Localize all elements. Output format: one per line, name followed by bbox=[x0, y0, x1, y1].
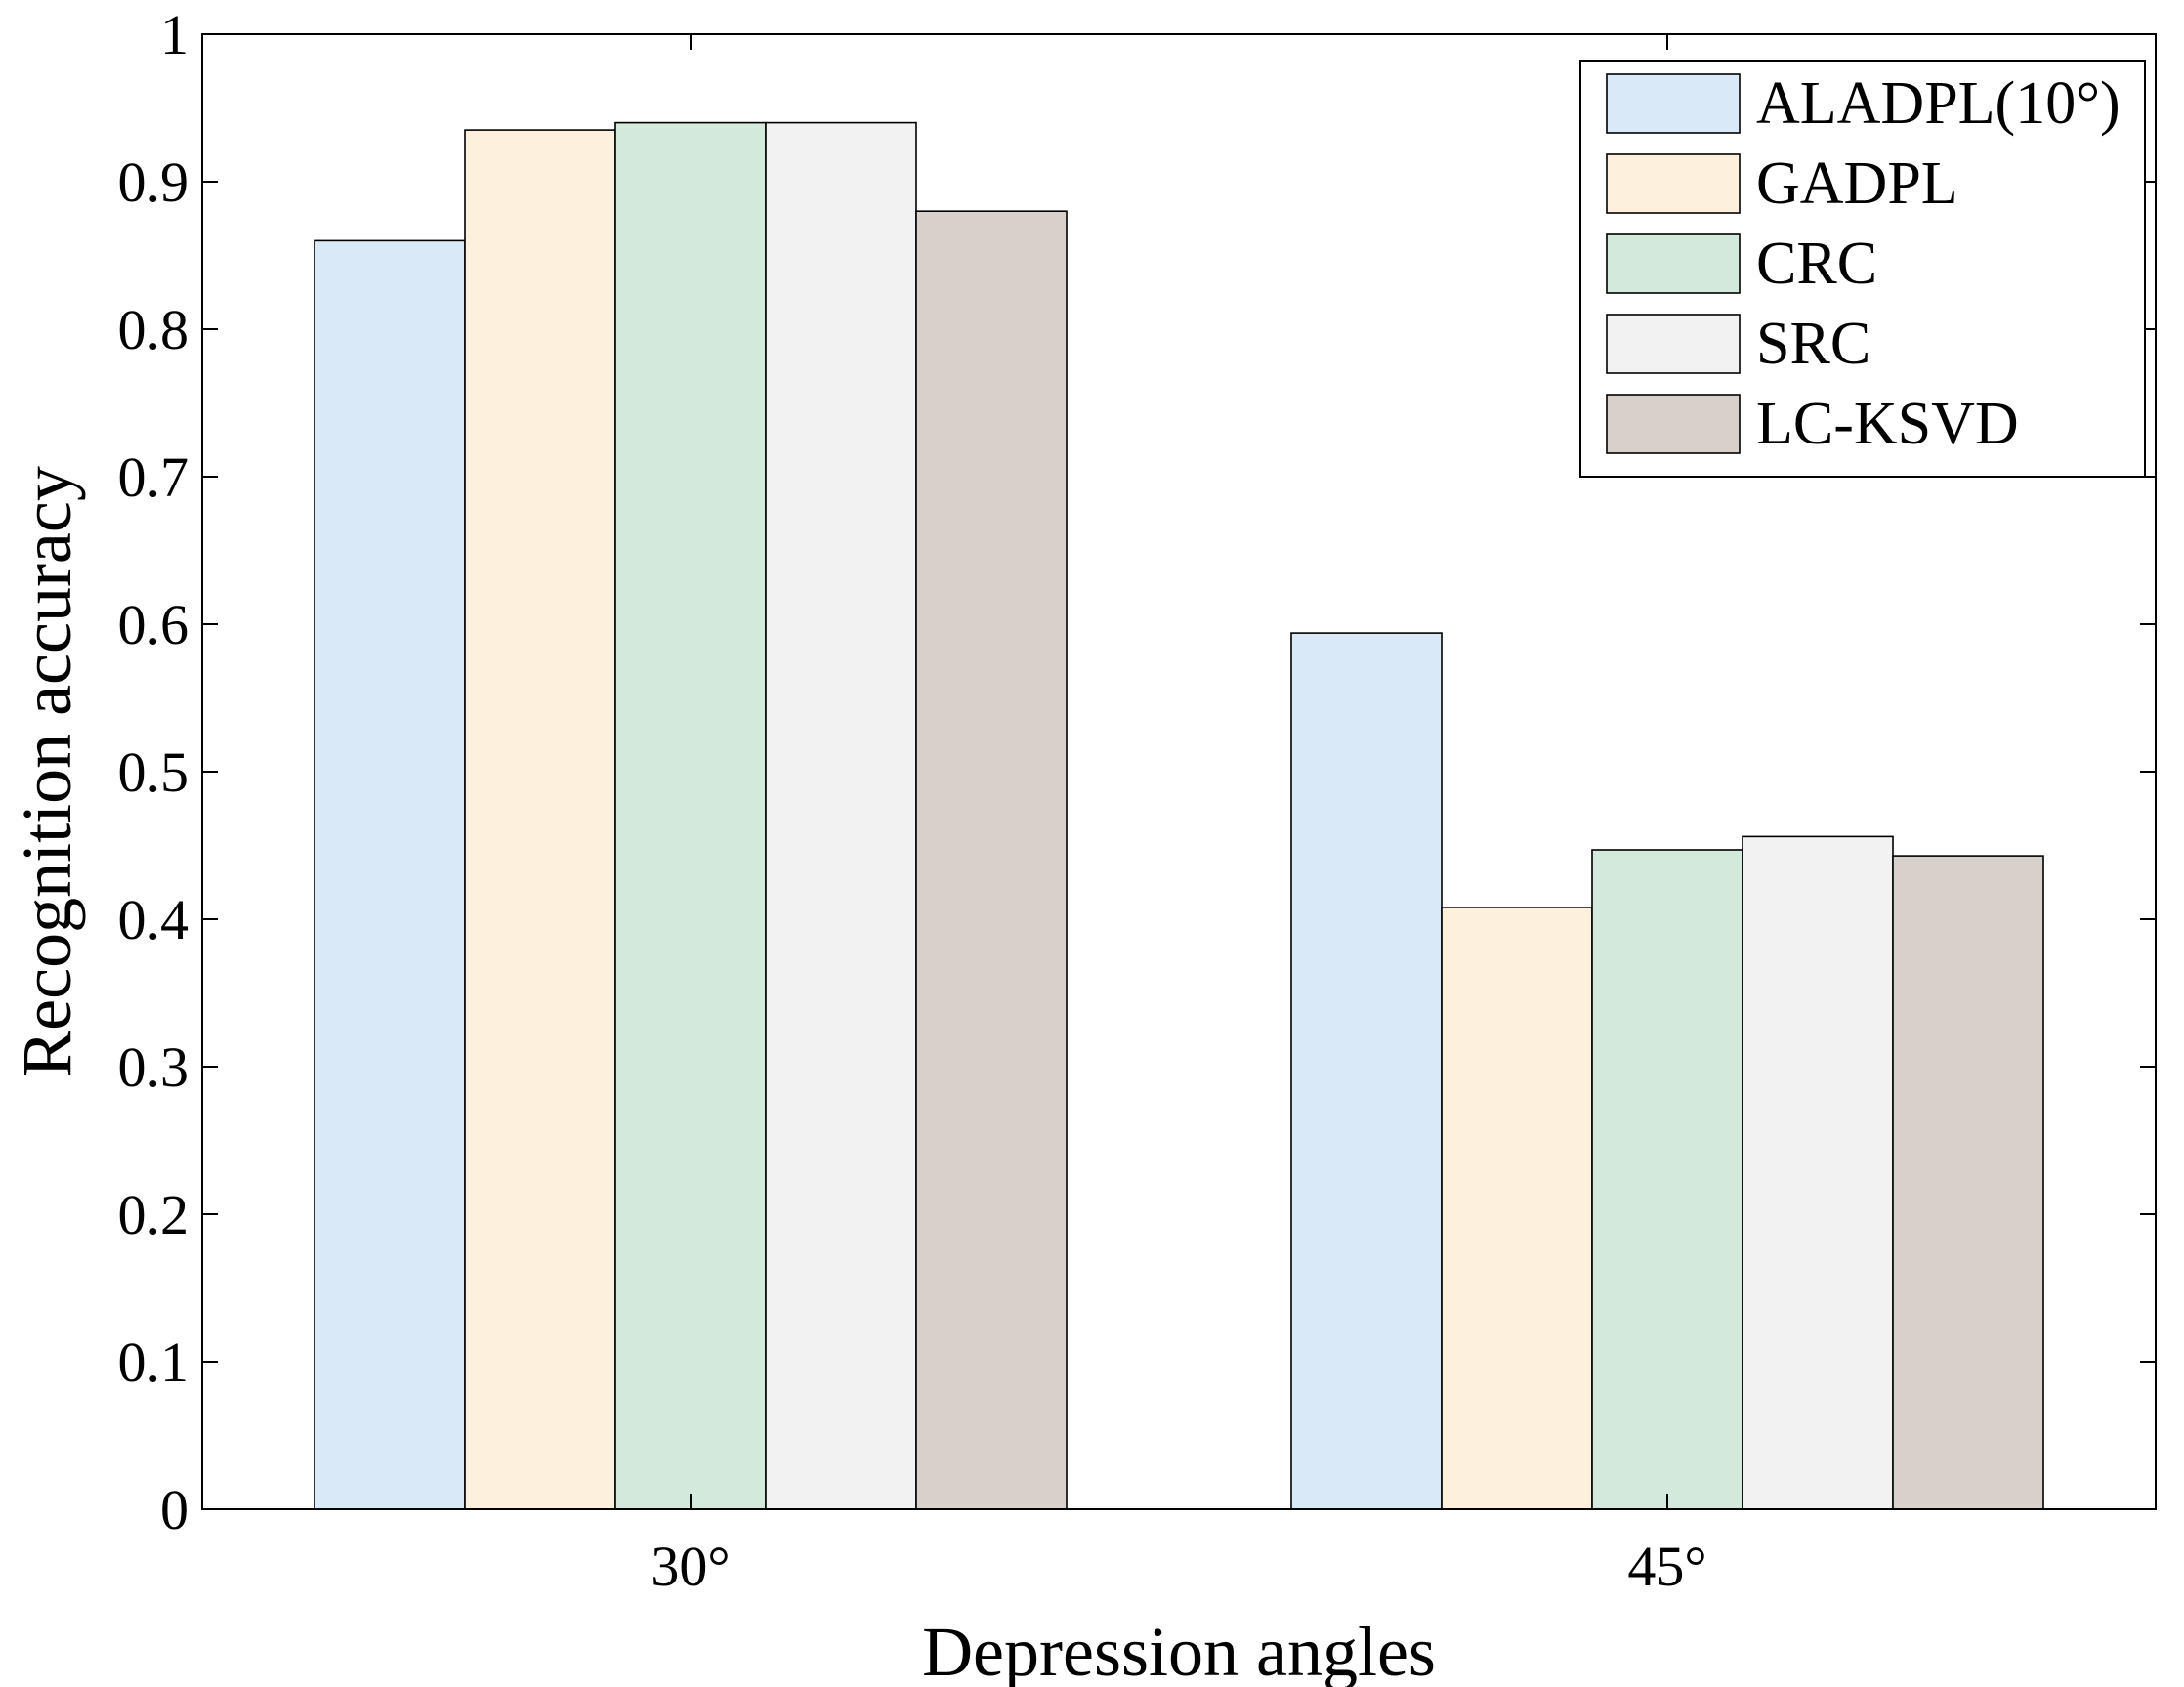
bar-gadpl-cat-1 bbox=[1441, 907, 1593, 1510]
legend-swatch bbox=[1606, 394, 1741, 454]
bar-gadpl-cat-0 bbox=[464, 129, 616, 1510]
legend-swatch bbox=[1606, 73, 1741, 134]
y-ticks-group: 0 0.1 0.2 0.3 0.4 0.5 0.6 0.7 0.8 0.9 1 bbox=[118, 3, 2156, 1541]
bar-aladpl-10-cat-1 bbox=[1290, 632, 1443, 1510]
plot-frame bbox=[201, 33, 2157, 1510]
legend-swatch bbox=[1606, 314, 1741, 374]
x-tick-label: 45° bbox=[1627, 1535, 1706, 1598]
legend-swatch bbox=[1606, 233, 1741, 294]
y-tick-label: 0 bbox=[160, 1478, 189, 1541]
bar-crc-cat-1 bbox=[1591, 849, 1743, 1510]
bar-src-cat-0 bbox=[765, 121, 917, 1510]
legend-swatch bbox=[1606, 153, 1741, 214]
bar-crc-cat-0 bbox=[614, 121, 767, 1510]
y-tick-label: 0.3 bbox=[118, 1035, 189, 1099]
y-tick-label: 0.9 bbox=[118, 150, 189, 214]
x-axis-title: Depression angles bbox=[922, 1613, 1436, 1687]
legend-label: ALADPL(10°) bbox=[1756, 70, 2121, 137]
y-axis-title: Recognition accuracy bbox=[8, 466, 86, 1077]
y-tick-label: 0.7 bbox=[118, 445, 189, 509]
bar-lc-ksvd-cat-0 bbox=[915, 210, 1068, 1510]
y-tick-label: 0.6 bbox=[118, 593, 189, 656]
legend-label: LC-KSVD bbox=[1756, 391, 2019, 457]
y-tick-label: 0.2 bbox=[118, 1183, 189, 1246]
y-tick-label: 1 bbox=[160, 3, 189, 66]
bars-group bbox=[314, 121, 2044, 1510]
y-tick-label: 0.5 bbox=[118, 740, 189, 804]
y-tick-label: 0.1 bbox=[118, 1330, 189, 1394]
bar-aladpl-10-cat-0 bbox=[314, 239, 466, 1510]
legend-label: CRC bbox=[1756, 231, 1877, 297]
y-tick-label: 0.8 bbox=[118, 298, 189, 361]
x-tick-label: 30° bbox=[651, 1535, 730, 1598]
legend: ALADPL(10°) GADPL CRC SRC LC-KSVD bbox=[1579, 60, 2146, 478]
legend-label: GADPL bbox=[1756, 150, 1958, 217]
y-tick-label: 0.4 bbox=[118, 888, 189, 951]
bar-lc-ksvd-cat-1 bbox=[1892, 855, 2044, 1510]
bar-src-cat-1 bbox=[1742, 835, 1894, 1510]
x-ticks-group: 30° 45° bbox=[651, 34, 1707, 1598]
legend-label: SRC bbox=[1756, 311, 1870, 377]
